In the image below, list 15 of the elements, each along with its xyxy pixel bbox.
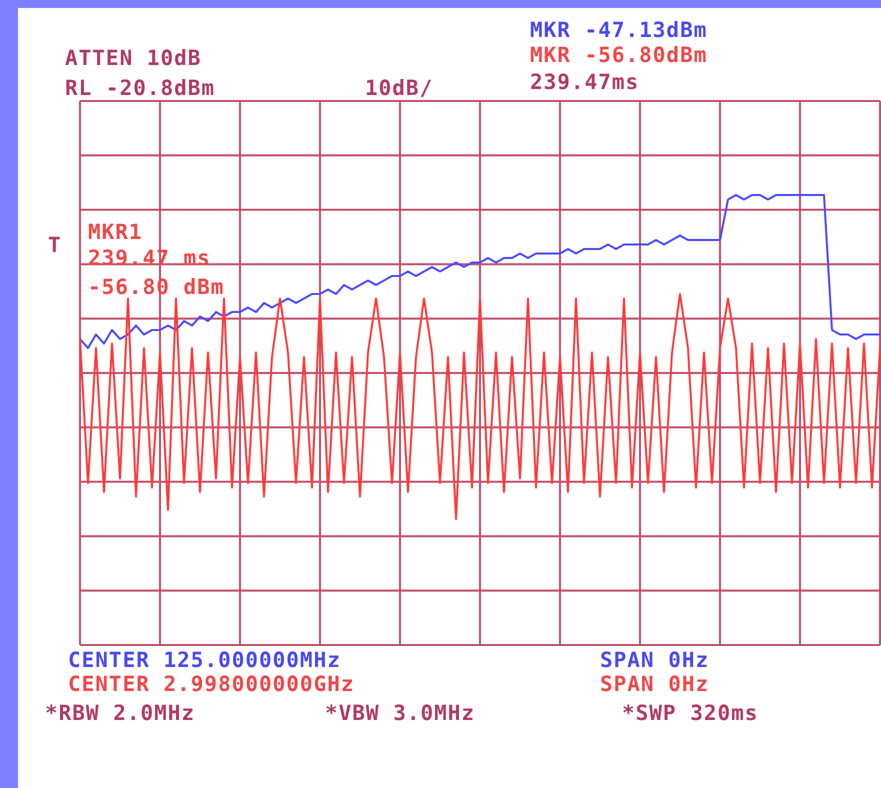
text: MKR -47.13dBm bbox=[530, 18, 708, 42]
text: SPAN 0Hz bbox=[600, 648, 710, 672]
text: CENTER 125.000000MHz bbox=[68, 648, 341, 672]
text: 10dB/ bbox=[365, 76, 434, 100]
text: *SWP 320ms bbox=[622, 701, 758, 725]
text: T bbox=[48, 233, 62, 257]
annotation: MKR1 bbox=[88, 220, 143, 244]
text: RL -20.8dBm bbox=[65, 76, 216, 100]
text: CENTER 2.998000000GHz bbox=[68, 672, 355, 696]
text: *RBW 2.0MHz bbox=[45, 701, 196, 725]
text: SPAN 0Hz bbox=[600, 672, 710, 696]
text: ATTEN 10dB bbox=[65, 46, 202, 70]
text: MKR -56.80dBm bbox=[530, 43, 708, 67]
text: *VBW 3.0MHz bbox=[325, 701, 476, 725]
text: 239.47ms bbox=[530, 70, 640, 94]
